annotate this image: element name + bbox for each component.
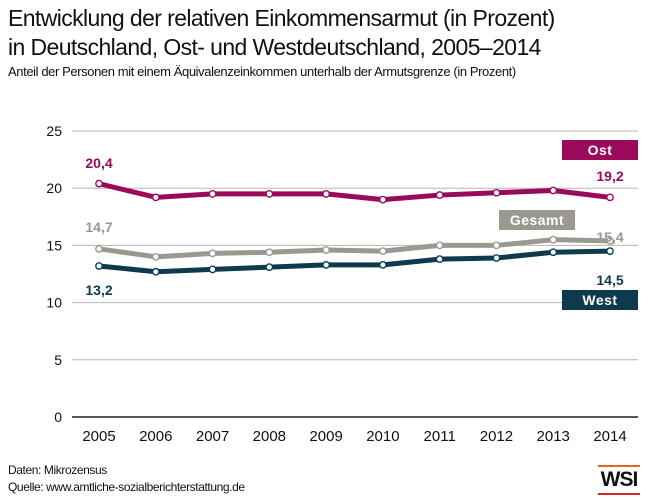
data-point-gesamt <box>265 248 274 257</box>
data-point-gesamt <box>435 241 444 250</box>
x-tick-label: 2013 <box>537 428 570 445</box>
x-tick-label: 2008 <box>253 428 286 445</box>
legend-label-ost: Ost <box>588 142 613 158</box>
y-tick-label: 10 <box>46 295 62 311</box>
x-tick-label: 2010 <box>366 428 399 445</box>
legend-swatch-ost <box>562 140 638 160</box>
x-tick-label: 2011 <box>424 428 456 445</box>
wsi-logo: WSI <box>598 465 640 495</box>
data-point-ost <box>378 195 387 204</box>
data-point-ost <box>492 188 501 197</box>
series-line-west <box>96 248 613 275</box>
data-point-gesamt <box>492 241 501 250</box>
data-point-gesamt <box>208 249 217 258</box>
x-tick-label: 2006 <box>139 428 172 445</box>
series-line-gesamt <box>96 237 613 260</box>
start-value-label: 13,2 <box>85 282 112 298</box>
chart-subtitle: Anteil der Personen mit einem Äquivalenz… <box>8 64 516 79</box>
legend-swatch-west <box>562 290 638 310</box>
y-tick-label: 25 <box>46 123 62 139</box>
data-point-west <box>378 260 387 269</box>
x-tick-label: 2009 <box>309 428 342 445</box>
source-note: Quelle: www.amtliche-sozialberichterstat… <box>8 480 245 494</box>
end-value-label: 19,2 <box>596 168 623 184</box>
legend-label-gesamt: Gesamt <box>510 212 564 228</box>
data-point-gesamt <box>606 236 614 245</box>
data-point-ost <box>549 186 558 195</box>
x-axis-ticks: 2005 2006 2007 2008 2009 2010 2011 2012 2013 2014 <box>82 428 626 445</box>
data-point-gesamt <box>378 247 387 256</box>
chart-title-line2: in Deutschland, Ost- und Westdeutschland… <box>8 34 541 60</box>
data-point-ost <box>151 193 160 202</box>
data-point-west <box>151 267 160 276</box>
y-tick-label: 5 <box>54 352 62 368</box>
y-tick-label: 15 <box>46 237 62 253</box>
y-axis-ticks: 0 5 10 15 20 25 <box>46 123 62 425</box>
data-point-west <box>322 260 331 269</box>
data-point-ost <box>322 190 331 198</box>
data-point-ost <box>95 179 103 188</box>
x-tick-label: 2014 <box>593 428 626 445</box>
data-point-west <box>549 248 558 257</box>
data-point-west <box>208 265 217 274</box>
logo-bottom-bar <box>598 493 640 495</box>
data-point-west <box>95 262 103 270</box>
data-point-gesamt <box>322 246 331 254</box>
x-tick-label: 2005 <box>82 428 115 445</box>
legend: Ost Gesamt West <box>499 140 638 310</box>
x-tick-label: 2012 <box>480 428 513 445</box>
data-point-west <box>492 254 501 262</box>
data-point-west <box>606 247 614 256</box>
data-point-ost <box>208 190 217 198</box>
y-tick-label: 20 <box>46 180 62 196</box>
data-point-gesamt <box>95 244 103 253</box>
start-value-label: 20,4 <box>85 155 112 171</box>
data-point-ost <box>435 191 444 199</box>
legend-label-west: West <box>582 292 617 308</box>
start-value-label: 14,7 <box>85 219 112 235</box>
footer: Daten: Mikrozensus Quelle: www.amtliche-… <box>8 462 245 496</box>
series-group <box>95 179 614 276</box>
data-point-west <box>435 255 444 264</box>
end-value-label: 14,5 <box>596 272 623 288</box>
data-point-west <box>265 263 274 272</box>
chart-title: Entwicklung der relativen Einkommensarmu… <box>8 4 555 62</box>
x-tick-label: 2007 <box>196 428 229 445</box>
data-point-gesamt <box>151 252 160 261</box>
data-source-note: Daten: Mikrozensus <box>8 463 107 477</box>
y-tick-label: 0 <box>54 409 62 425</box>
end-value-label: 15,4 <box>596 229 623 245</box>
data-point-ost <box>606 193 614 202</box>
chart-title-line1: Entwicklung der relativen Einkommensarmu… <box>8 5 555 31</box>
legend-swatch-gesamt <box>499 210 575 230</box>
logo-text: WSI <box>600 468 639 491</box>
logo-top-bar <box>598 465 640 467</box>
data-point-ost <box>265 190 274 198</box>
series-line-ost <box>96 181 613 203</box>
gridlines <box>72 130 638 418</box>
data-point-gesamt <box>549 235 558 244</box>
data-labels: 20,4 19,2 14,7 15,4 13,2 14,5 <box>85 155 623 298</box>
